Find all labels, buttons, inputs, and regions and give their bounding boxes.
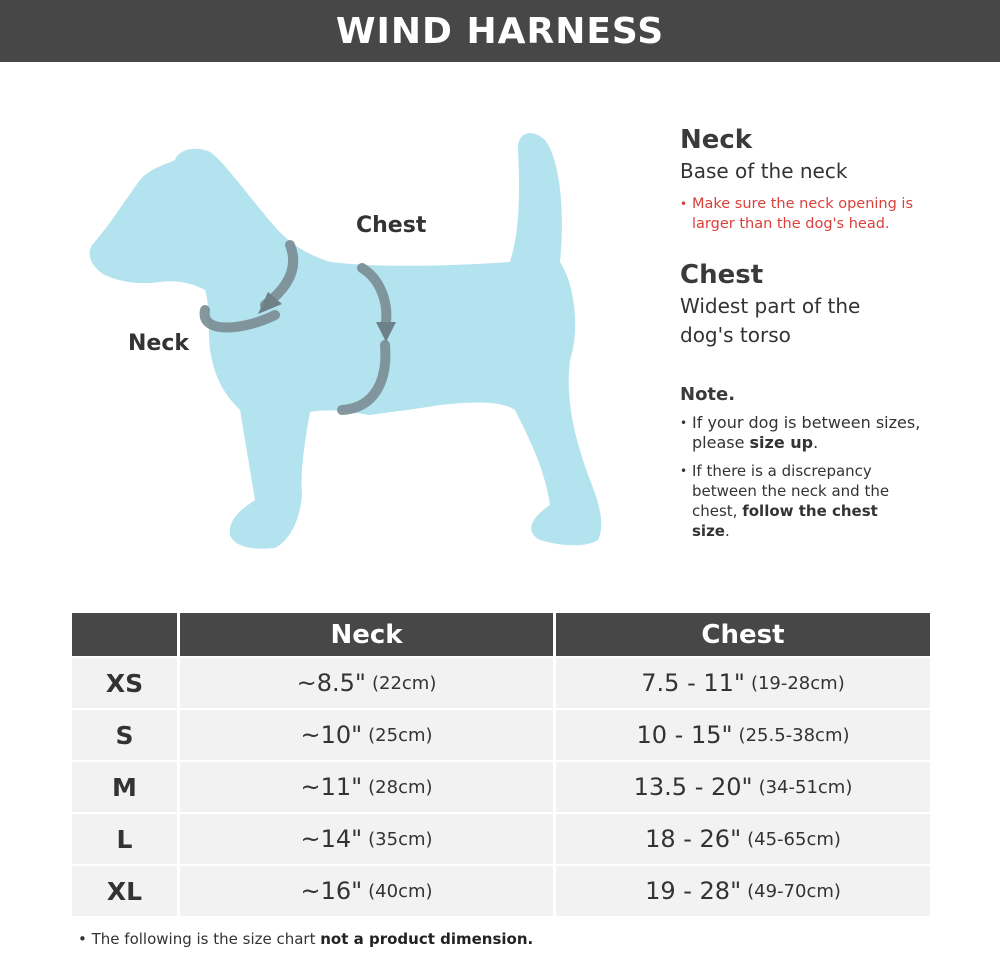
neck-cm: (25cm)	[368, 724, 433, 746]
neck-cm: (22cm)	[371, 672, 437, 694]
chest-arrow-icon	[376, 322, 396, 342]
size-chart-table: Neck Chest XS ~8.5" (22cm) 7.5 - 11" (19-2…	[72, 613, 930, 918]
chest-cm: (25.5-38cm)	[738, 724, 850, 746]
footnote-text: The following is the size chart	[91, 930, 321, 948]
chest-cell: 18 - 26" (45-65cm)	[556, 814, 930, 864]
chest-cm: (45-65cm)	[747, 828, 841, 850]
table-row: XS ~8.5" (22cm) 7.5 - 11" (19-28cm)	[72, 658, 930, 710]
chest-desc-line2: dog's torso	[680, 323, 791, 347]
chest-description: Widest part of the dog's torso	[680, 292, 980, 350]
chest-cell: 13.5 - 20" (34-51cm)	[556, 762, 930, 812]
chest-cm: (19-28cm)	[750, 672, 845, 694]
table-row: XL ~16" (40cm) 19 - 28" (49-70cm)	[72, 866, 930, 918]
neck-heading: Neck	[680, 125, 753, 155]
footnote-bold: not a product dimension.	[320, 930, 534, 948]
neck-cell: ~11" (28cm)	[180, 762, 553, 812]
neck-cell: ~16" (40cm)	[180, 866, 553, 916]
table-row: M ~11" (28cm) 13.5 - 20" (34-51cm)	[72, 762, 930, 814]
chest-inches: 13.5 - 20"	[633, 773, 753, 801]
note-heading: Note.	[680, 384, 736, 405]
neck-arrow-icon	[258, 292, 282, 314]
chest-inches: 19 - 28"	[645, 877, 742, 905]
chest-cell: 10 - 15" (25.5-38cm)	[556, 710, 930, 760]
chest-cm: (34-51cm)	[758, 776, 853, 798]
header-chest: Chest	[556, 613, 930, 656]
neck-description: Base of the neck	[680, 159, 848, 183]
page-title: WIND HARNESS	[0, 0, 1000, 62]
neck-inches: ~8.5"	[296, 669, 366, 697]
neck-cell: ~10" (25cm)	[180, 710, 553, 760]
chest-cell: 7.5 - 11" (19-28cm)	[556, 658, 930, 708]
measurement-info: Neck Base of the neck Make sure the neck…	[680, 125, 980, 541]
header-size	[72, 613, 177, 656]
note2-end: .	[724, 522, 730, 540]
chest-desc-line1: Widest part of the	[680, 294, 861, 318]
table-row: S ~10" (25cm) 10 - 15" (25.5-38cm)	[72, 710, 930, 762]
chest-heading: Chest	[680, 260, 764, 290]
size-cell: L	[72, 814, 177, 864]
table-body: XS ~8.5" (22cm) 7.5 - 11" (19-28cm) S ~10"(…	[72, 658, 930, 918]
chest-inches: 18 - 26"	[645, 825, 742, 853]
neck-label: Neck	[128, 331, 190, 356]
neck-cm: (40cm)	[368, 880, 433, 902]
dog-illustration	[89, 133, 602, 549]
size-cell: XL	[72, 866, 177, 916]
neck-cell: ~8.5" (22cm)	[180, 658, 553, 708]
size-cell: M	[72, 762, 177, 812]
note-size-up: If your dog is between sizes, please siz…	[680, 413, 932, 453]
note2-bold: follow the chest size	[692, 502, 878, 540]
note1-text: If your dog is between sizes, please	[692, 413, 921, 452]
footnote: • The following is the size chart not a …	[78, 930, 534, 948]
neck-inches: ~11"	[300, 773, 363, 801]
table-row: L ~14" (35cm) 18 - 26" (45-65cm)	[72, 814, 930, 866]
size-cell: S	[72, 710, 177, 760]
chest-inches: 10 - 15"	[636, 721, 733, 749]
note-discrepancy: If there is a discrepancy between the ne…	[680, 461, 917, 541]
neck-inches: ~16"	[300, 877, 363, 905]
table-header: Neck Chest	[72, 613, 930, 656]
size-cell: XS	[72, 658, 177, 708]
chest-inches: 7.5 - 11"	[641, 669, 745, 697]
neck-warning: Make sure the neck opening is larger tha…	[680, 194, 932, 234]
chest-label: Chest	[356, 213, 427, 238]
chest-measure-strap	[337, 263, 392, 415]
note2-text: If there is a discrepancy between the ne…	[692, 462, 890, 520]
neck-cell: ~14" (35cm)	[180, 814, 553, 864]
note1-bold: size up	[749, 433, 814, 452]
neck-cm: (28cm)	[368, 776, 433, 798]
chest-cell: 19 - 28" (49-70cm)	[556, 866, 930, 916]
dog-silhouette	[89, 133, 602, 549]
neck-cm: (35cm)	[368, 828, 433, 850]
note1-end: .	[813, 433, 819, 452]
chest-cm: (49-70cm)	[747, 880, 841, 902]
header-neck: Neck	[180, 613, 553, 656]
neck-inches: ~14"	[300, 825, 363, 853]
neck-inches: ~10"	[300, 721, 363, 749]
